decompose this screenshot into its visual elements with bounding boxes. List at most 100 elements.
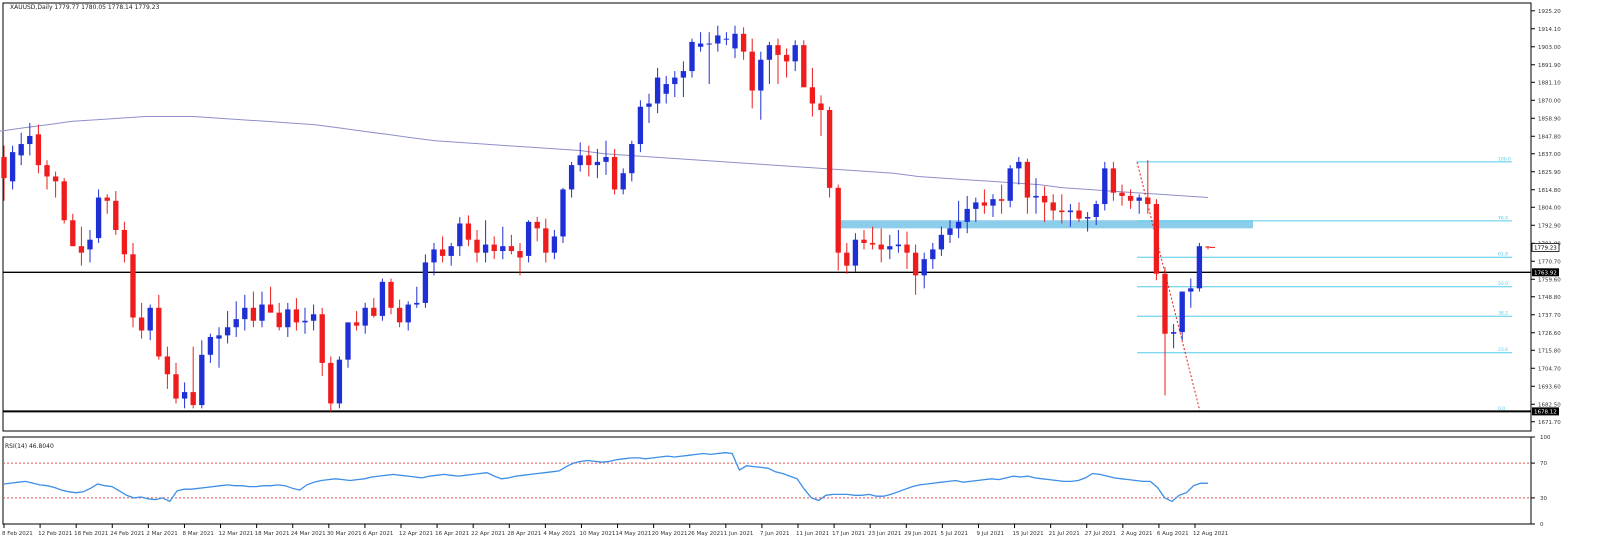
current-price-tag bbox=[1531, 243, 1560, 252]
candle-body bbox=[577, 155, 583, 166]
candle-body bbox=[405, 304, 411, 323]
candle-body bbox=[1007, 168, 1013, 201]
y-tick-label: 1837.00 bbox=[1538, 152, 1561, 158]
candle-body bbox=[431, 249, 437, 263]
candle-body bbox=[973, 202, 979, 209]
y-tick-label: 1814.80 bbox=[1538, 188, 1561, 194]
candle-body bbox=[861, 239, 867, 243]
candle-body bbox=[637, 106, 644, 145]
fib-level-label: 50.0 bbox=[1498, 281, 1508, 287]
candle-body bbox=[113, 200, 119, 230]
candle-body bbox=[697, 43, 704, 47]
candle-body bbox=[629, 144, 635, 174]
candle-body bbox=[1024, 161, 1031, 198]
y-tick-label: 1748.80 bbox=[1538, 295, 1561, 301]
candle-body bbox=[1016, 161, 1022, 169]
candle-body bbox=[1, 157, 7, 179]
candle-body bbox=[603, 157, 609, 162]
x-tick-label: 4 May 2021 bbox=[543, 531, 575, 537]
candle-body bbox=[199, 354, 205, 406]
x-tick-label: 24 Mar 2021 bbox=[291, 531, 326, 537]
fib-level-label: 23.6 bbox=[1498, 347, 1508, 353]
candle-body bbox=[371, 307, 377, 316]
candle-body bbox=[990, 199, 996, 206]
x-tick-label: 22 Apr 2021 bbox=[471, 531, 505, 537]
candle-body bbox=[964, 208, 970, 222]
x-tick-label: 12 Feb 2021 bbox=[38, 531, 72, 537]
candle-body bbox=[457, 223, 463, 247]
x-tick-label: 12 Mar 2021 bbox=[219, 531, 254, 537]
candle-body bbox=[1136, 197, 1142, 201]
candle-body bbox=[319, 314, 325, 363]
x-tick-label: 10 May 2021 bbox=[579, 531, 615, 537]
y-tick-label: 1671.70 bbox=[1538, 420, 1561, 426]
y-tick-label: 1804.00 bbox=[1538, 205, 1561, 211]
candle-body bbox=[809, 87, 816, 104]
candle-body bbox=[560, 189, 566, 237]
rsi-y-tick-label: 0 bbox=[1540, 522, 1544, 528]
y-tick-label: 1693.60 bbox=[1538, 384, 1561, 390]
fib-level-label: 61.8 bbox=[1498, 252, 1508, 258]
y-tick-label: 1726.60 bbox=[1538, 331, 1561, 337]
candle-body bbox=[654, 77, 661, 104]
candle-body bbox=[207, 336, 214, 355]
candle-body bbox=[52, 176, 59, 182]
candle-body bbox=[310, 314, 317, 321]
fib-level-label: 76.4 bbox=[1498, 215, 1508, 221]
candle-body bbox=[611, 157, 618, 190]
candle-body bbox=[181, 392, 188, 399]
x-tick-label: 2 Aug 2021 bbox=[1121, 531, 1153, 537]
candle-body bbox=[448, 246, 454, 256]
candle-body bbox=[104, 197, 110, 201]
candle-body bbox=[1033, 195, 1039, 198]
candle-body bbox=[1076, 210, 1082, 219]
y-tick-label: 1715.80 bbox=[1538, 348, 1561, 354]
candle-body bbox=[594, 161, 601, 166]
candle-body bbox=[147, 307, 153, 331]
y-tick-label: 1847.80 bbox=[1538, 134, 1561, 140]
candle-body bbox=[1145, 197, 1151, 205]
candle-body bbox=[998, 199, 1005, 201]
y-tick-label: 1759.60 bbox=[1538, 277, 1561, 283]
candle-body bbox=[1162, 273, 1168, 334]
x-tick-label: 30 Mar 2021 bbox=[327, 531, 362, 537]
candle-body bbox=[35, 134, 42, 166]
candle-body bbox=[276, 312, 282, 328]
candle-body bbox=[568, 165, 575, 190]
candle-body bbox=[947, 228, 953, 235]
candle-body bbox=[439, 249, 446, 256]
symbol-info: XAUUSD,Daily 1779.77 1780.05 1778.14 177… bbox=[10, 4, 160, 11]
candle-body bbox=[190, 392, 196, 406]
candle-body bbox=[500, 246, 506, 252]
candle-body bbox=[242, 307, 248, 320]
candle-body bbox=[844, 252, 850, 266]
x-tick-label: 6 Aug 2021 bbox=[1157, 531, 1189, 537]
candle-body bbox=[869, 242, 876, 245]
fib-level-label: 0.0 bbox=[1498, 406, 1505, 412]
rsi-pane-frame bbox=[2, 436, 1532, 525]
candle-body bbox=[921, 259, 927, 276]
candle-body bbox=[912, 252, 919, 276]
candle-body bbox=[895, 244, 902, 247]
candle-body bbox=[1119, 192, 1125, 196]
candle-body bbox=[1059, 210, 1065, 213]
x-tick-label: 23 Jun 2021 bbox=[868, 531, 901, 537]
candle-body bbox=[758, 59, 764, 91]
candle-body bbox=[164, 356, 171, 375]
candle-body bbox=[1110, 168, 1117, 193]
current-price-tag-label: 1779.23 bbox=[1534, 245, 1557, 251]
y-tick-label: 1881.10 bbox=[1538, 80, 1561, 86]
candle-body bbox=[525, 221, 532, 256]
candle-body bbox=[302, 320, 308, 323]
candle-body bbox=[930, 249, 936, 260]
x-tick-label: 14 May 2021 bbox=[616, 531, 652, 537]
y-tick-label: 1903.00 bbox=[1538, 45, 1561, 51]
y-tick-label: 1825.90 bbox=[1538, 170, 1561, 176]
price-level-tag-label: 1678.12 bbox=[1534, 409, 1557, 415]
fib-trend-line bbox=[1136, 161, 1201, 412]
candle-body bbox=[491, 244, 497, 252]
rsi-y-tick-label: 70 bbox=[1540, 461, 1547, 467]
candle-body bbox=[27, 135, 33, 145]
candle-body bbox=[233, 319, 239, 328]
candle-body bbox=[534, 221, 540, 229]
